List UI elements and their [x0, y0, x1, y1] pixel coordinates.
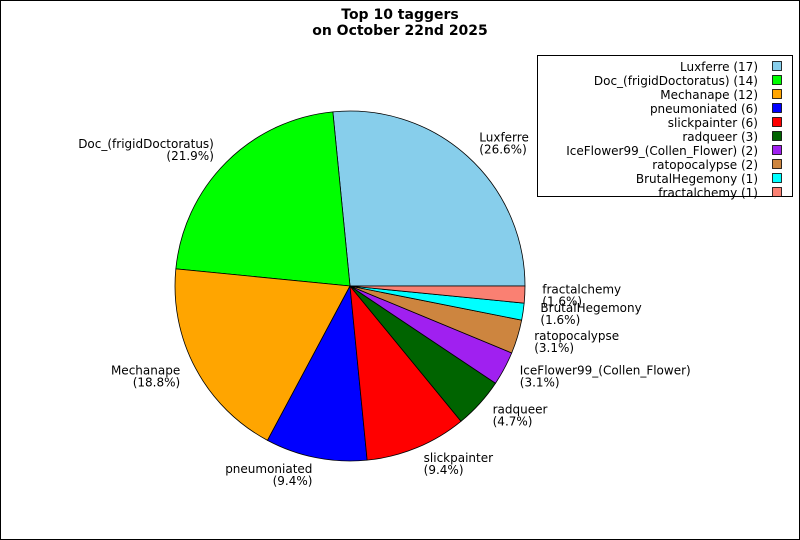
legend-swatch	[772, 173, 782, 183]
legend-swatch	[772, 187, 782, 197]
legend-label: BrutalHegemony (1)	[636, 172, 758, 186]
legend-label: Doc_(frigidDoctoratus) (14)	[594, 74, 758, 88]
slice-percent: (3.1%)	[534, 341, 574, 355]
legend-swatch	[772, 159, 782, 169]
pie-slice	[266, 284, 368, 462]
legend-swatch	[772, 131, 782, 141]
slice-percent: (18.8%)	[133, 376, 180, 390]
slice-percent: (3.1%)	[520, 376, 560, 390]
legend-label: pneumoniated (6)	[650, 102, 758, 116]
slice-label: ratopocalypse	[534, 329, 619, 343]
chart-subtitle: on October 22nd 2025	[312, 23, 488, 39]
pie-slice	[349, 284, 462, 461]
slice-percent: (26.6%)	[479, 142, 526, 156]
slice-percent: (9.4%)	[273, 474, 313, 488]
slice-label: pneumoniated	[225, 462, 312, 476]
legend-swatch	[772, 61, 782, 71]
slice-label: slickpainter	[424, 451, 493, 465]
legend-swatch	[772, 89, 782, 99]
legend-swatch	[772, 75, 782, 85]
slice-percent: (1.6%)	[542, 294, 582, 308]
legend-label: Mechanape (12)	[660, 88, 758, 102]
slice-label: BrutalHegemony	[540, 301, 641, 315]
legend-swatch	[772, 117, 782, 127]
legend-label: ratopocalypse (2)	[652, 158, 758, 172]
pie-slice	[174, 268, 351, 441]
pie-slice	[332, 110, 526, 287]
legend-label: fractalchemy (1)	[658, 186, 758, 200]
slice-percent: (9.4%)	[424, 463, 464, 477]
slice-label: IceFlower99_(Collen_Flower)	[520, 364, 691, 378]
slice-label: Luxferre	[479, 130, 529, 144]
legend-box	[537, 55, 793, 197]
legend-label: radqueer (3)	[682, 130, 758, 144]
slice-label: fractalchemy	[542, 282, 621, 296]
slice-percent: (21.9%)	[166, 149, 213, 163]
legend-label: IceFlower99_(Collen_Flower) (2)	[566, 144, 758, 158]
legend-label: slickpainter (6)	[668, 116, 758, 130]
slice-label: Mechanape	[111, 364, 180, 378]
pie-slice	[175, 111, 351, 287]
legend-swatch	[772, 145, 782, 155]
slice-label: radqueer	[493, 402, 548, 416]
legend-label: Luxferre (17)	[680, 60, 758, 74]
legend-swatch	[772, 103, 782, 113]
pie-slice	[349, 285, 526, 304]
slice-percent: (1.6%)	[540, 313, 580, 327]
slice-label: Doc_(frigidDoctoratus)	[78, 137, 214, 151]
chart-title: Top 10 taggers	[341, 7, 458, 23]
slice-percent: (4.7%)	[493, 414, 533, 428]
